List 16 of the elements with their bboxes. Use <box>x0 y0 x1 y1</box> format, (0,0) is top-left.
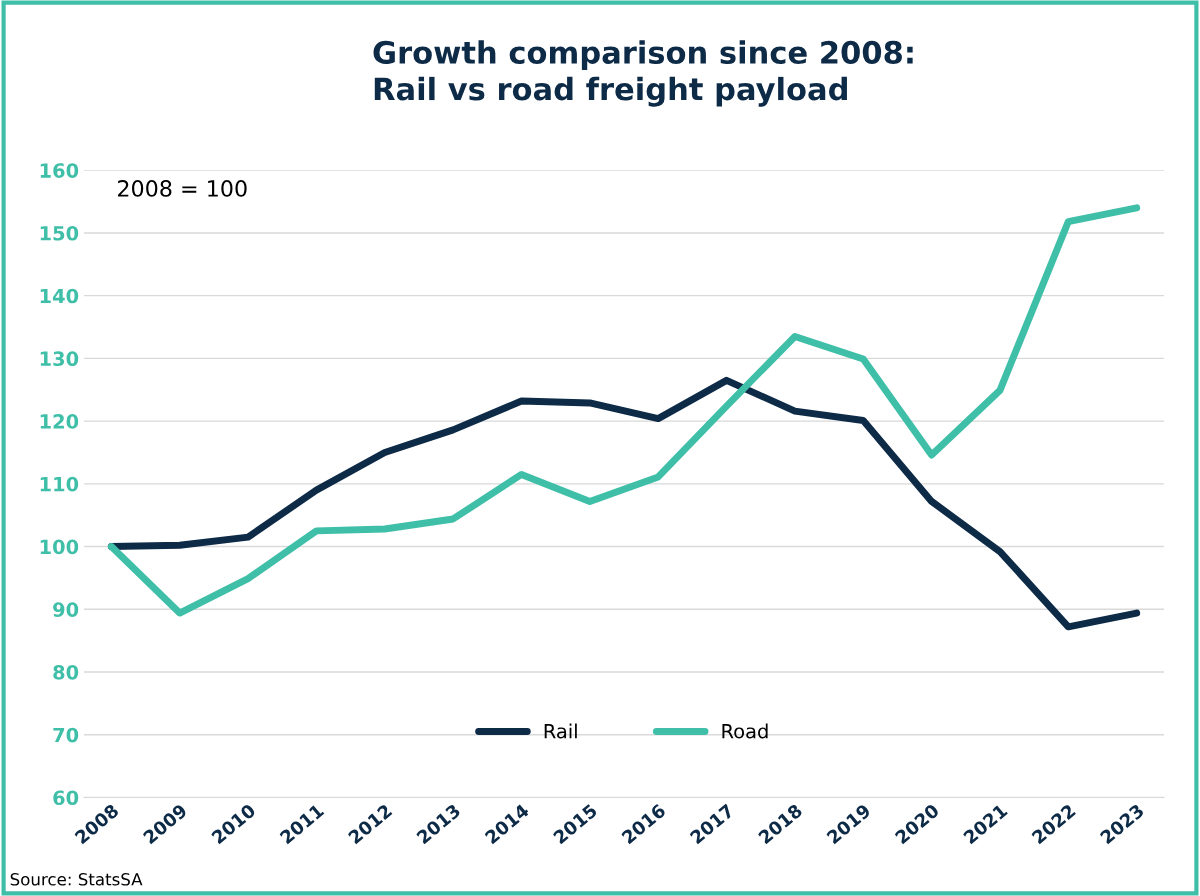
y-tick-label: 130 <box>40 351 79 367</box>
y-tick-label: 150 <box>40 225 79 241</box>
legend-label: Rail <box>544 723 577 739</box>
annotation: 2008 = 100 <box>118 180 247 197</box>
y-tick-label: 140 <box>40 288 79 304</box>
y-tick-label: 120 <box>40 414 79 429</box>
y-tick-label: 90 <box>53 602 79 617</box>
y-tick-label: 100 <box>40 539 79 555</box>
y-tick-label: 70 <box>53 727 79 743</box>
y-tick-label: 160 <box>40 163 79 178</box>
y-tick-label: 110 <box>40 476 79 492</box>
y-tick-label: 60 <box>53 790 79 806</box>
y-tick-label: 80 <box>53 664 79 680</box>
chart-title: Growth comparison since 2008: Rail vs road freight payload <box>373 40 913 107</box>
legend-label: Road <box>722 723 768 739</box>
source-note: Source: StatsSA <box>10 873 143 886</box>
